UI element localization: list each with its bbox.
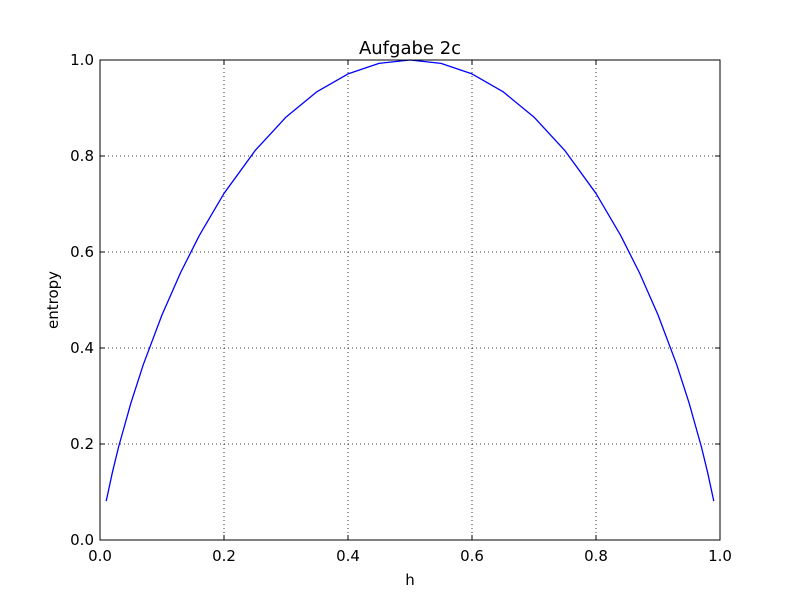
chart-title: Aufgabe 2c: [359, 38, 461, 59]
entropy-series-line: [105, 59, 715, 502]
plot-frame: [99, 59, 721, 541]
grid: [99, 59, 721, 541]
y-tick-label: 0.6: [70, 243, 94, 261]
x-tick-label: 0.8: [584, 547, 608, 565]
x-tick-label: 1.0: [708, 547, 732, 565]
x-tick-label: 0.0: [88, 547, 112, 565]
y-tick-label: 0.8: [70, 147, 94, 165]
y-tick-label: 1.0: [70, 51, 94, 69]
x-tick-label: 0.2: [212, 547, 236, 565]
x-tick-label: 0.6: [460, 547, 484, 565]
y-tick-labels: 0.0 0.2 0.4 0.6 0.8 1.0: [70, 51, 94, 549]
x-tick-label: 0.4: [336, 547, 360, 565]
y-tick-label: 0.4: [70, 339, 94, 357]
ticks: [99, 59, 721, 541]
x-tick-labels: 0.0 0.2 0.4 0.6 0.8 1.0: [88, 547, 732, 565]
series-layer: [105, 59, 715, 502]
y-tick-label: 0.0: [70, 531, 94, 549]
y-axis-label: entropy: [44, 271, 62, 329]
y-tick-label: 0.2: [70, 435, 94, 453]
x-axis-label: h: [405, 571, 415, 589]
